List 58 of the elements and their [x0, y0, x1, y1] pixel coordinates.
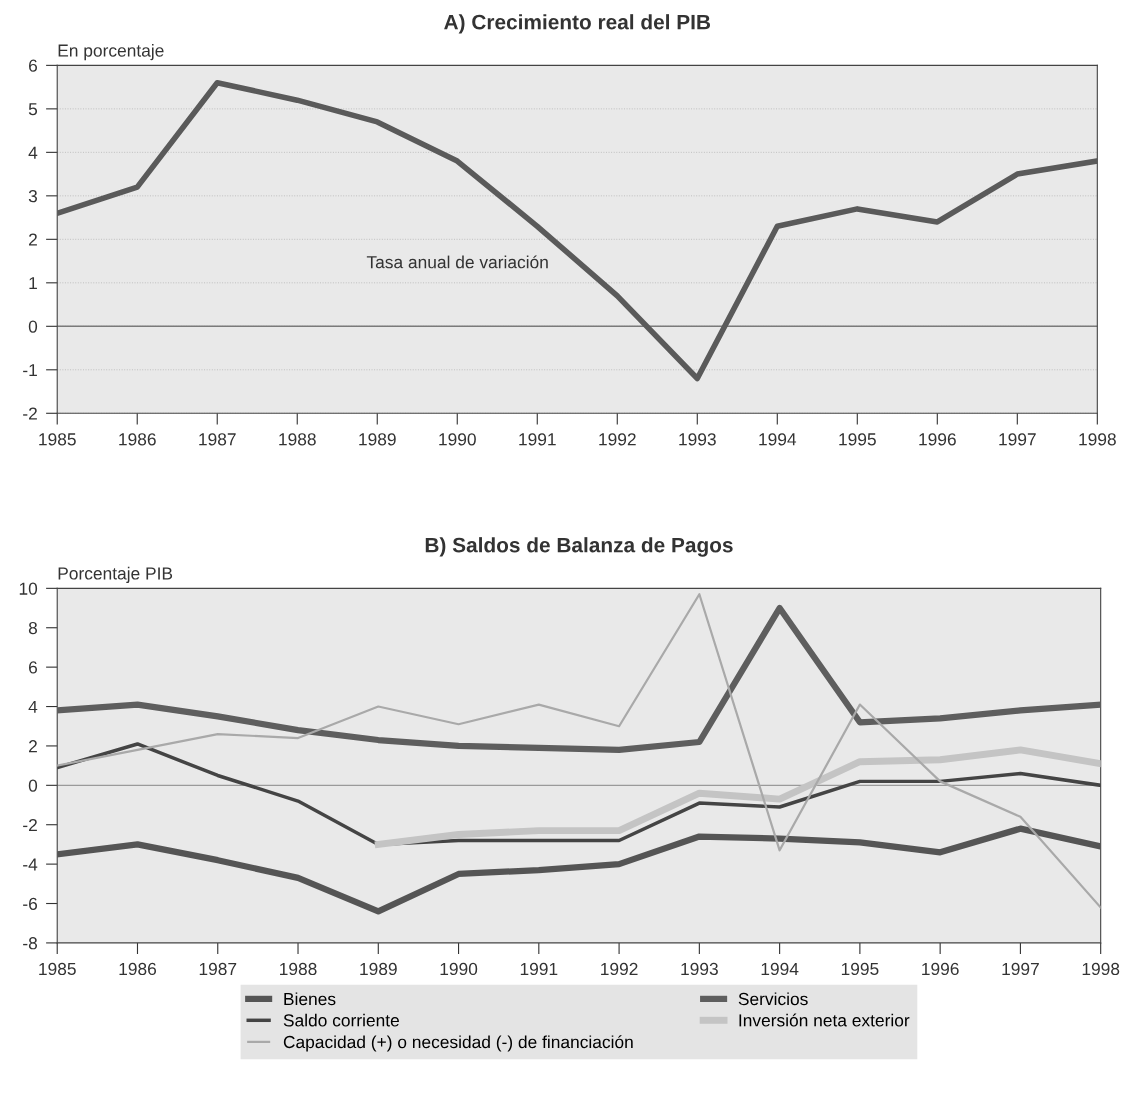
x-tick-label: 1998: [1079, 433, 1116, 446]
y-tick-label: -2: [23, 407, 37, 420]
x-tick-label: 1998: [1082, 962, 1120, 976]
x-tick-label: 1988: [280, 962, 317, 976]
x-tick-label: 1987: [199, 433, 236, 446]
legend-label: Inversión neta exterior: [739, 1013, 910, 1027]
x-tick-label: 1987: [199, 962, 237, 976]
x-tick-label: 1989: [360, 962, 397, 976]
x-tick-label: 1985: [39, 433, 76, 446]
x-tick-label: 1995: [841, 962, 879, 976]
x-tick-label: 1996: [919, 433, 956, 446]
y-tick-label: 4: [28, 700, 38, 713]
y-axis-title: Porcentaje PIB: [58, 566, 173, 584]
y-tick-label: 2: [29, 740, 37, 753]
x-tick-label: 1995: [839, 433, 876, 446]
y-tick-label: 0: [28, 779, 38, 792]
y-tick-label: -2: [23, 818, 37, 832]
legend-label: Saldo corriente: [283, 1013, 399, 1027]
x-tick-label: 1985: [39, 962, 76, 976]
line-series: [57, 593, 1101, 909]
y-tick-label: 8: [28, 621, 38, 635]
x-tick-label: 1992: [601, 962, 638, 976]
x-tick-label: 1993: [679, 433, 716, 446]
x-tick-label: 1997: [1002, 962, 1039, 976]
y-tick-label: 5: [28, 103, 38, 116]
x-tick-label: 1989: [359, 433, 396, 446]
x-tick-label: 1990: [440, 962, 478, 976]
x-tick-label: 1986: [119, 433, 156, 446]
legend-label: Bienes: [284, 992, 336, 1006]
x-tick-label: 1990: [439, 433, 476, 446]
x-tick-label: 1993: [681, 962, 718, 976]
y-tick-label: 6: [29, 59, 38, 72]
y-tick-label: 1: [29, 277, 37, 290]
x-tick-label: 1994: [759, 433, 797, 446]
x-tick-label: 1996: [922, 962, 959, 976]
y-tick-label: 4: [28, 146, 38, 159]
chart-title: A) Crecimiento real del PIB: [444, 14, 711, 34]
y-tick-label: 2: [29, 233, 37, 246]
chart-title: B) Saldos de Balanza de Pagos: [425, 537, 733, 557]
y-tick-label: -8: [23, 937, 38, 950]
y-tick-label: 6: [29, 661, 38, 674]
x-tick-label: 1988: [279, 433, 316, 446]
x-tick-label: 1986: [119, 962, 157, 976]
y-tick-label: 10: [19, 582, 38, 595]
y-tick-label: -4: [23, 858, 38, 871]
x-tick-label: 1991: [520, 962, 558, 976]
x-tick-label: 1992: [599, 433, 636, 446]
x-tick-label: 1994: [761, 962, 799, 976]
x-tick-label: 1991: [519, 433, 556, 446]
y-tick-label: -1: [23, 364, 37, 377]
annotation: Tasa anual de variación: [366, 255, 548, 269]
x-tick-label: 1997: [999, 433, 1036, 446]
y-tick-label: -6: [23, 897, 38, 910]
y-tick-label: 3: [28, 190, 38, 203]
legend-label: Servicios: [738, 992, 808, 1006]
legend-label: Capacidad (+) o necesidad (-) de financiación: [283, 1035, 633, 1052]
y-tick-label: 0: [28, 320, 38, 333]
y-axis-title: En porcentaje: [58, 43, 164, 61]
